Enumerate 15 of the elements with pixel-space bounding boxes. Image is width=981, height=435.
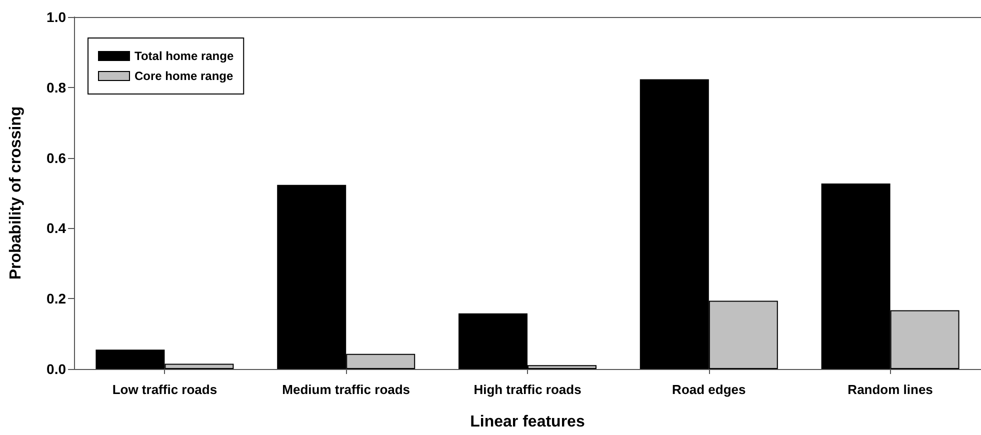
x-tick-label: Medium traffic roads — [282, 382, 410, 397]
x-tick-label: Road edges — [672, 382, 746, 397]
x-tick-label: Low traffic roads — [112, 382, 218, 397]
y-tick-label: 0.8 — [46, 79, 66, 96]
y-tick-label: 0.4 — [46, 220, 66, 236]
x-tick-label: Random lines — [848, 382, 933, 397]
y-tick-label: 0.6 — [46, 150, 66, 166]
y-tick-label: 0.0 — [46, 361, 66, 377]
y-tick-label: 0.2 — [46, 290, 66, 307]
x-tick-label: High traffic roads — [474, 382, 582, 397]
y-axis-title: Probability of crossing — [8, 106, 24, 280]
legend-label: Total home range — [134, 49, 234, 63]
legend-label: Core home range — [134, 69, 234, 83]
y-tick-label: 1.0 — [46, 9, 66, 25]
x-axis-title: Linear features — [470, 414, 585, 430]
